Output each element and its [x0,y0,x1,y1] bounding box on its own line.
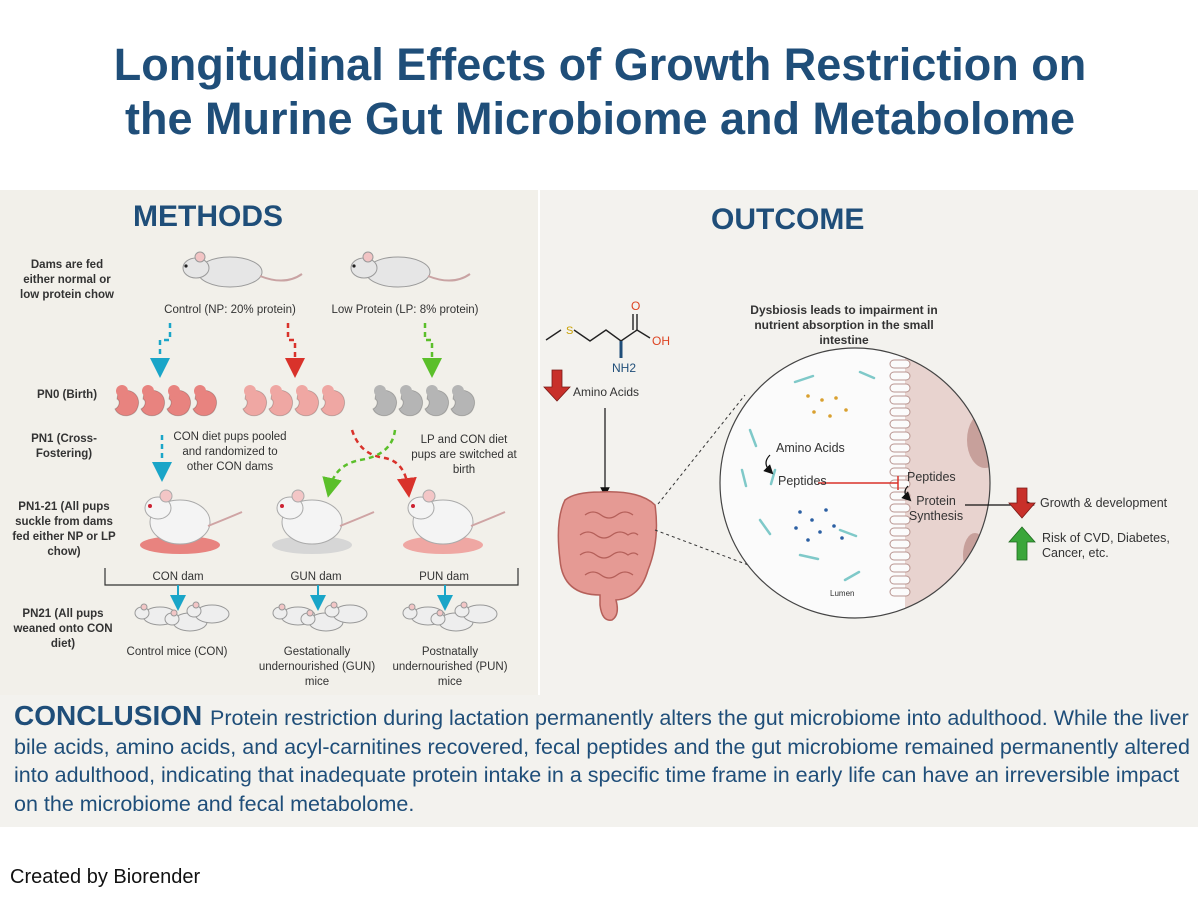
con-mice-label: Control mice (CON) [126,646,228,658]
dam-bracket [104,568,519,586]
pun-mice-label: Postnatally undernourished (PUN) mice [392,646,508,688]
title-line-2: the Murine Gut Microbiome and Metabolome [124,93,1076,144]
circle-peptides-right-label: Peptides [907,470,956,484]
methionine-molecule [545,314,651,358]
con-pooled-note: CON diet pups pooled and randomized to o… [173,431,287,473]
gun-dam-litter [272,489,375,554]
credit-text: Created by Biorender [10,866,201,888]
control-dam-mouse [182,251,303,288]
methods-heading: METHODS [133,200,283,233]
pun-mice-group [402,601,498,632]
down-arrow-icon [543,369,571,402]
gun-mice-group [272,601,368,632]
risk-up-arrow-icon [1008,526,1036,561]
sulfur-label: S [566,325,573,337]
outcome-heading: OUTCOME [711,203,865,236]
oxygen-label: O [631,299,640,313]
circle-amino-acids-label: Amino Acids [776,441,845,455]
intestine-icon [557,491,658,621]
label-pn1: PN1 (Cross-Fostering) [31,433,97,460]
control-diet-label: Control (NP: 20% protein) [164,304,296,316]
label-dams: Dams are fed either normal or low protei… [20,259,114,301]
intestine-zoom-circle [720,348,990,618]
lumen-label: Lumen [830,589,855,598]
gun-dam-label: GUN dam [290,571,342,583]
lowprotein-dam-mouse [350,251,471,288]
con-dam-litter [140,489,243,554]
label-pn1-21: PN1-21 (All pups suckle from dams fed ei… [12,501,116,558]
amine-label: NH2 [612,361,636,375]
conclusion-block: CONCLUSION Protein restriction during la… [14,700,1190,818]
arrow-control-to-pups [150,323,172,378]
circle-peptides-left-label: Peptides [778,474,827,488]
pun-dam-litter [403,489,506,554]
con-mice-group [134,601,230,632]
hydroxyl-label: OH [652,334,670,348]
label-pn21: PN21 (All pups weaned onto CON diet) [13,608,113,650]
arrow-control-to-pups-2 [285,323,305,378]
pups-lp [372,384,476,417]
gun-mice-label: Gestationally undernourished (GUN) mice [258,646,376,688]
lowprotein-diet-label: Low Protein (LP: 8% protein) [331,304,479,316]
pun-dam-label: PUN dam [419,571,469,583]
lp-switch-note: LP and CON diet pups are switched at bir… [411,434,517,476]
pups-con-2 [242,384,346,417]
arrow-green-switch [322,429,397,498]
amino-acids-label: Amino Acids [573,385,640,399]
title-line-1: Longitudinal Effects of Growth Restricti… [113,39,1087,90]
conclusion-text: Protein restriction during lactation per… [14,706,1190,816]
protein-synthesis-label: Protein Synthesis [908,494,964,523]
pups-con [114,384,218,417]
risk-label: Risk of CVD, Diabetes, Cancer, etc. [1042,531,1170,560]
con-dam-label: CON dam [152,571,204,583]
dysbiosis-label: Dysbiosis leads to impairment in nutrien… [750,303,938,347]
arrow-red-switch [350,429,417,498]
label-pn0: PN0 (Birth) [36,389,98,401]
conclusion-heading: CONCLUSION [14,700,210,731]
growth-label: Growth & development [1040,496,1168,510]
growth-down-arrow-icon [1008,487,1036,519]
conclusion-panel [0,695,1198,827]
arrow-lowprotein-to-pups [422,323,442,378]
zoom-line-top [657,394,746,505]
page-title: Longitudinal Effects of Growth Restricti… [0,38,1200,146]
